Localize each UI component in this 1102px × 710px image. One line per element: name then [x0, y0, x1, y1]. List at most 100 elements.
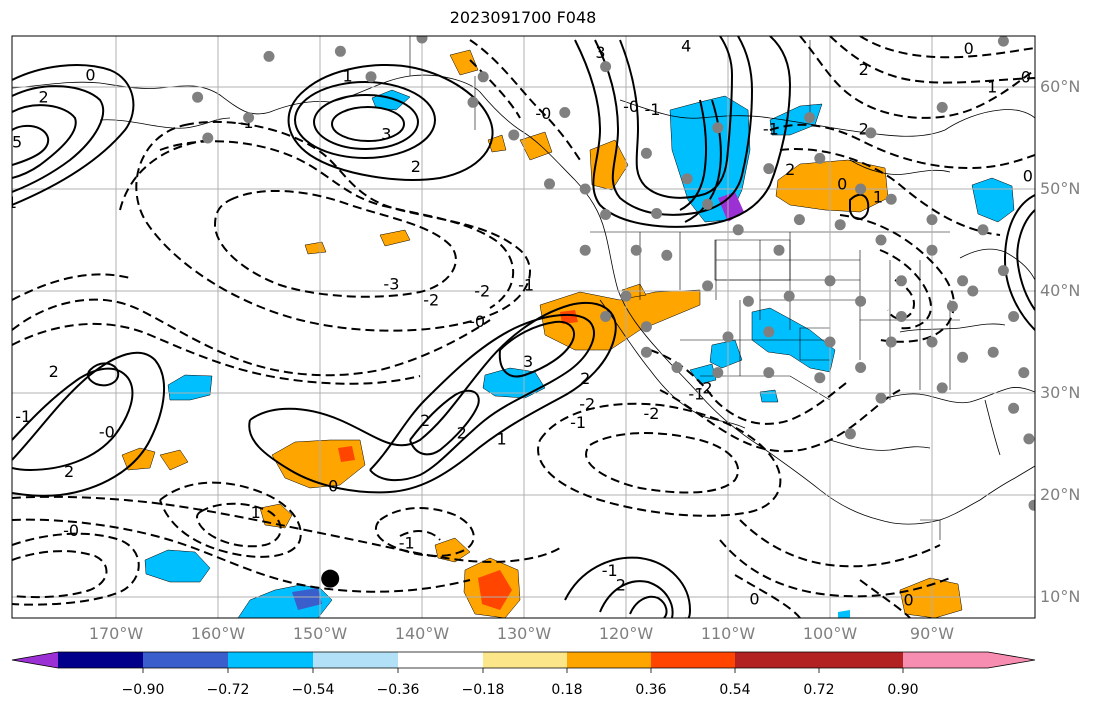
contour-label: 2 [457, 423, 467, 442]
station-marker [544, 178, 555, 190]
station-marker [855, 362, 867, 373]
contour-label: -2 [474, 282, 490, 301]
contour-label: 2 [420, 411, 430, 430]
contour-label: -1 [645, 100, 661, 119]
contour-label: 4 [1, 109, 11, 128]
lon-label-140w: 140°W [394, 624, 450, 643]
contour-label: 2 [64, 462, 74, 481]
contour-label: -2 [697, 378, 713, 397]
contour-label: 3 [381, 124, 391, 143]
lat-label-50n: 50°N [1040, 179, 1081, 198]
contour-label: -0 [469, 312, 485, 331]
station-marker [702, 280, 714, 292]
contour-label: -1 [15, 407, 31, 426]
station-marker [600, 61, 612, 73]
station-marker [192, 91, 204, 103]
contour-label: 3 [523, 352, 533, 371]
contour-label: -0 [535, 104, 551, 123]
station-marker [640, 346, 652, 358]
station-marker [885, 193, 897, 205]
station-marker [202, 132, 214, 144]
station-marker [895, 311, 907, 322]
station-marker [773, 244, 785, 256]
map-title: 2023091700 F048 [449, 8, 597, 27]
contour-label: 2 [580, 369, 590, 388]
contour-label: -1 [570, 413, 586, 432]
contour-label: 1 [342, 66, 352, 85]
contour-label: 4 [681, 37, 691, 56]
colorbar-tick-label: 0.18 [551, 682, 583, 698]
colorbar-tick-label: −0.90 [121, 682, 165, 698]
contour-label: -0 [623, 97, 639, 116]
colorbar-tick-label: 0.54 [719, 682, 751, 698]
station-marker [926, 336, 938, 348]
station-marker [416, 36, 428, 44]
station-marker [1018, 367, 1030, 379]
station-marker [1008, 402, 1020, 414]
station-marker [875, 392, 887, 404]
contour-label: 0 [749, 590, 759, 609]
station-marker [620, 290, 632, 302]
contour-label: -1 [763, 119, 779, 138]
station-marker [977, 224, 989, 236]
station-marker [1023, 433, 1035, 445]
contour-label: 0 [903, 591, 913, 610]
dashed-contour-layer [12, 36, 1035, 618]
station-marker [926, 214, 938, 226]
contour-label: 5 [12, 133, 22, 152]
contour-label: 1 [873, 188, 883, 207]
lon-label-150w: 150°W [292, 624, 348, 643]
station-marker [834, 219, 846, 231]
contour-label: 2 [785, 160, 795, 179]
station-marker [640, 147, 652, 159]
contour-label: -0 [63, 521, 79, 540]
station-marker [957, 351, 969, 363]
station-marker [600, 209, 612, 220]
contour-label: 3 [0, 169, 3, 188]
station-marker [508, 129, 520, 141]
contour-label: -2 [644, 404, 660, 423]
contour-label: 1 [987, 78, 997, 97]
contour-label: 0 [85, 65, 95, 84]
station-marker [640, 321, 652, 333]
contour-label: 3 [595, 43, 605, 62]
station-marker [855, 183, 867, 195]
station-marker [763, 367, 775, 379]
contour-label: 0 [837, 174, 847, 193]
station-marker [712, 367, 724, 379]
lat-label-20n: 20°N [1040, 485, 1081, 504]
contour-label: 2 [859, 119, 869, 138]
station-marker [936, 382, 948, 394]
coastline-layer [12, 74, 1035, 525]
colorbar-tick-label: −0.36 [376, 682, 420, 698]
colorbar-tick-label: −0.54 [291, 682, 335, 698]
contour-label: 2 [49, 362, 59, 381]
station-marker [804, 112, 816, 124]
station-marker [895, 275, 907, 287]
station-marker [763, 326, 775, 338]
colorbar-tick-label: 0.72 [803, 682, 835, 698]
station-marker [967, 285, 979, 297]
station-marker [600, 311, 612, 322]
solid-contour-layer [12, 36, 1035, 618]
contour-label: 1 [496, 429, 506, 448]
station-marker [844, 428, 856, 440]
station-marker-layer [192, 36, 1035, 511]
station-marker [722, 331, 734, 343]
station-marker [824, 336, 836, 348]
station-marker [702, 198, 714, 210]
station-marker [997, 265, 1009, 277]
contour-label: 2 [859, 60, 869, 79]
station-marker [1028, 499, 1035, 511]
lon-label-110w: 110°W [700, 624, 756, 643]
station-marker [855, 295, 867, 307]
station-marker [814, 372, 826, 384]
station-marker [814, 152, 826, 164]
station-marker [661, 249, 673, 261]
contour-label: 2 [616, 575, 626, 594]
station-marker [793, 214, 805, 226]
colorbar-tick-label: 0.36 [635, 682, 667, 698]
lon-label-100w: 100°W [802, 624, 858, 643]
station-marker [732, 224, 744, 236]
